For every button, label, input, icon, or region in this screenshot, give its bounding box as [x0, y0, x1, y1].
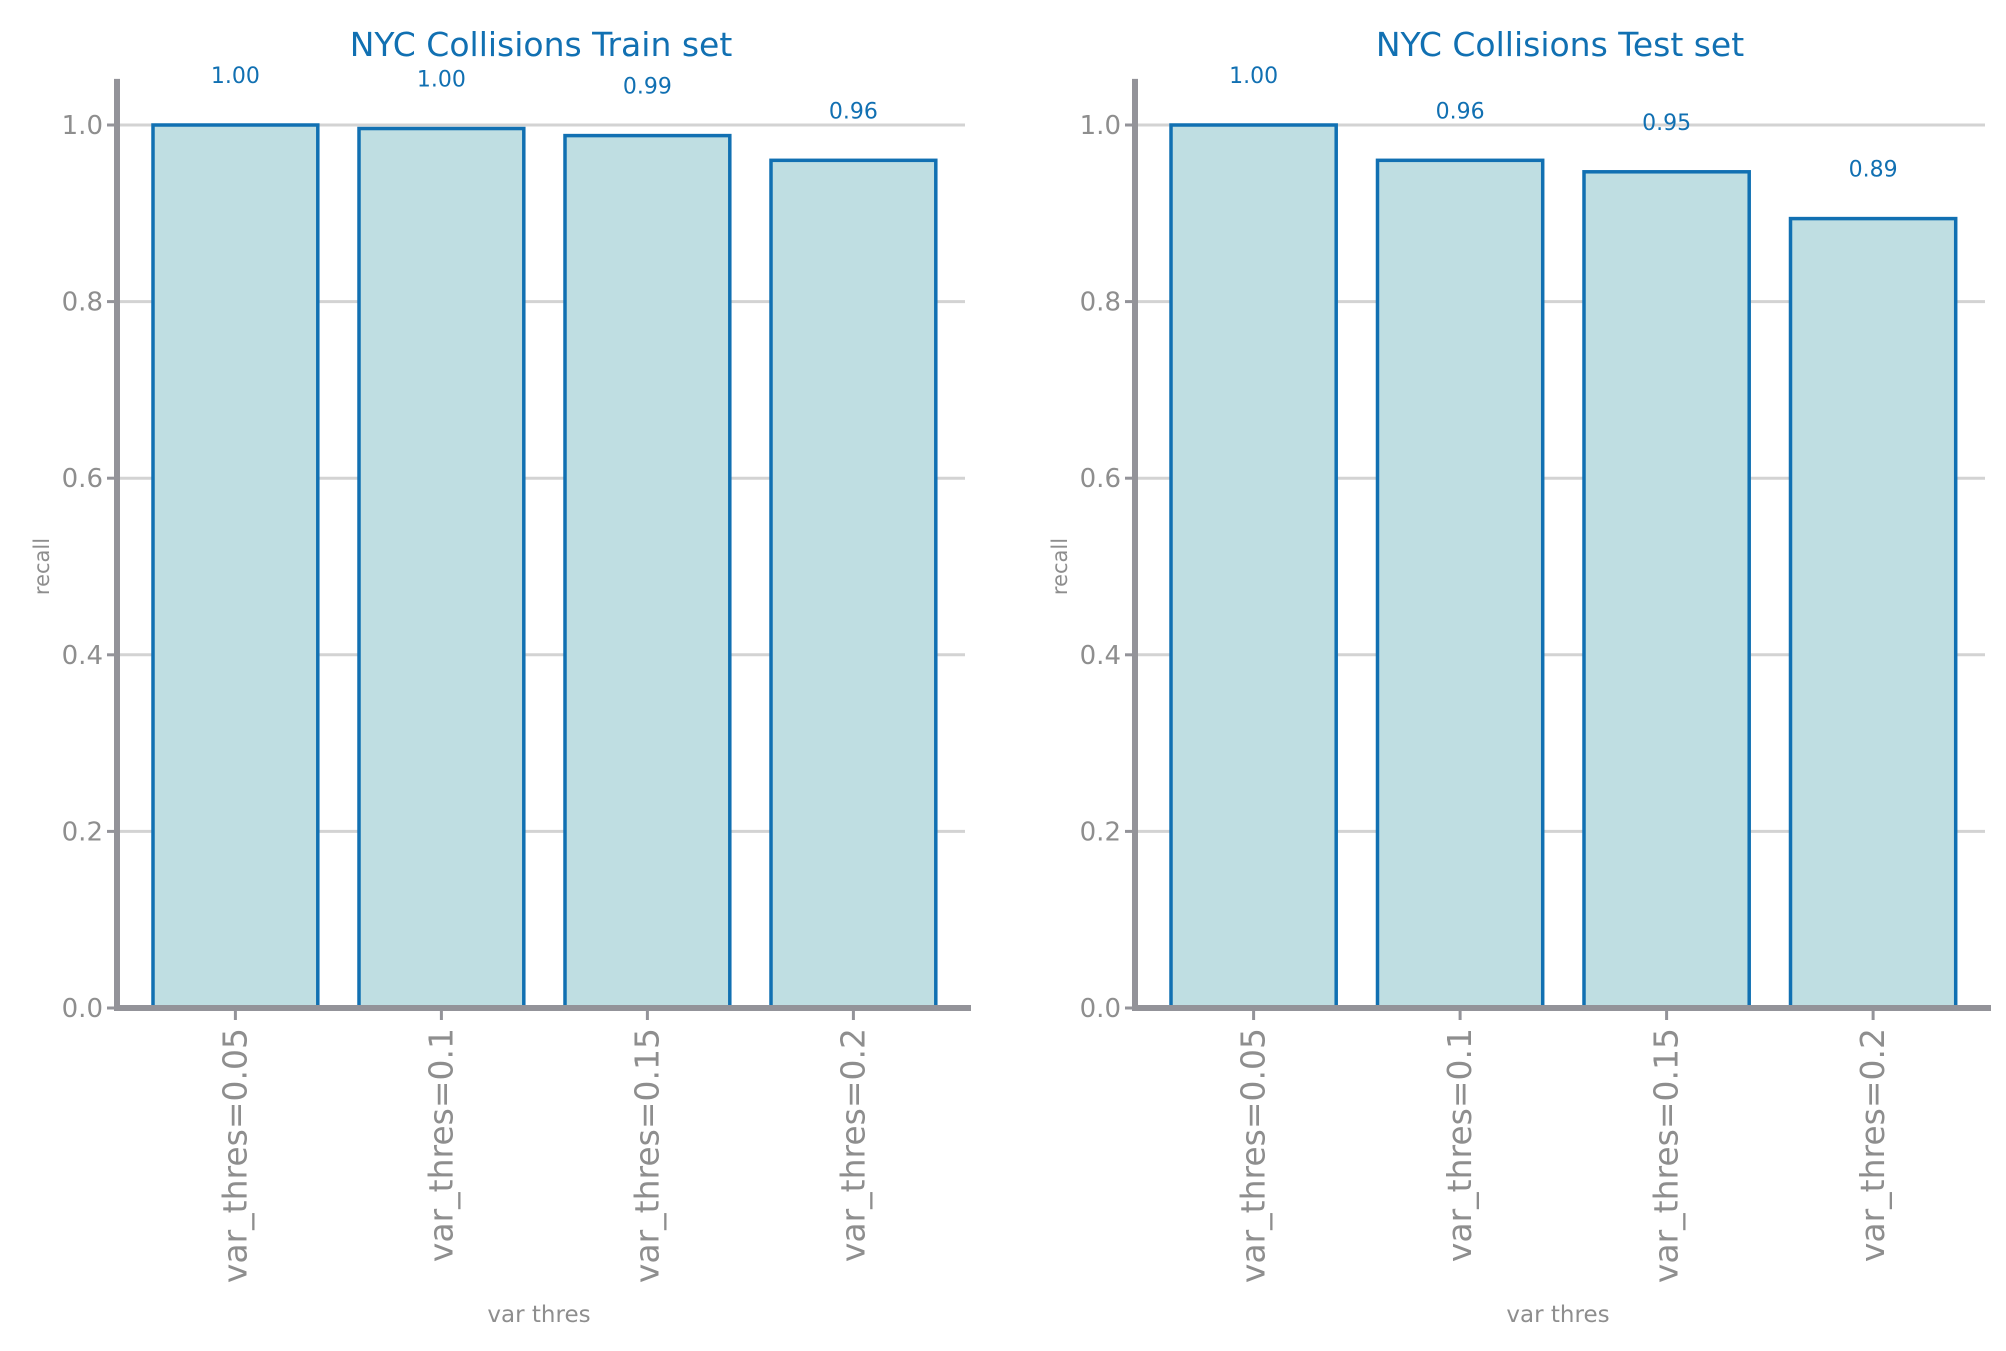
bar-value-label: 0.96 [829, 99, 878, 124]
train-set-chart: 0.0 0.2 0.4 0.6 0.8 1.0 1.00 var_thres=0.05 1.00… [30, 25, 971, 1328]
x-tick-label: var_thres=0.05 [215, 1028, 254, 1283]
bar-value-label: 0.96 [1436, 99, 1485, 124]
bar [1169, 123, 1338, 1010]
x-tick-label: var_thres=0.15 [1647, 1028, 1686, 1283]
bar [1788, 216, 1958, 1010]
bar-value-label: 1.00 [1229, 64, 1278, 89]
bar [1375, 158, 1545, 1010]
y-axis-label: recall [30, 538, 54, 595]
y-axis-label: recall [1048, 538, 1072, 595]
bar [151, 123, 320, 1010]
y-tick-label: 0.6 [1080, 464, 1121, 494]
x-axis-label: var thres [1506, 1302, 1609, 1328]
bar [769, 158, 938, 1010]
x-tick-label: var_thres=0.1 [421, 1028, 460, 1262]
y-tick-label: 0.4 [1080, 641, 1121, 671]
bar [357, 126, 526, 1010]
y-tick-label: 0.8 [62, 288, 103, 318]
bar-value-label: 1.00 [211, 64, 260, 89]
chart-title: NYC Collisions Test set [1376, 25, 1744, 64]
x-tick-label: var_thres=0.15 [627, 1028, 666, 1283]
bar [1582, 170, 1751, 1010]
test-set-chart: 0.0 0.2 0.4 0.6 0.8 1.0 1.00 var_thres=0.05 0.96… [1048, 25, 1991, 1328]
x-tick-label: var_thres=0.05 [1234, 1028, 1273, 1283]
bar-value-label: 1.00 [417, 68, 466, 93]
y-tick-label: 1.0 [1080, 111, 1121, 141]
y-tick-label: 1.0 [62, 111, 103, 141]
y-tick-label: 0.6 [62, 464, 103, 494]
y-tick-label: 0.2 [1080, 817, 1121, 847]
x-tick-label: var_thres=0.1 [1440, 1028, 1479, 1262]
y-tick-label: 0.2 [62, 817, 103, 847]
y-tick-label: 0.0 [1080, 994, 1121, 1024]
y-tick-label: 0.8 [1080, 288, 1121, 318]
bar-value-label: 0.95 [1642, 111, 1691, 136]
x-tick-label: var_thres=0.2 [1853, 1028, 1892, 1262]
y-tick-label: 0.4 [62, 641, 103, 671]
x-axis-label: var thres [487, 1302, 590, 1328]
x-tick-label: var_thres=0.2 [833, 1028, 872, 1262]
bar-value-label: 0.99 [623, 75, 672, 100]
bar-value-label: 0.89 [1849, 158, 1898, 183]
y-tick-label: 0.0 [62, 994, 103, 1024]
bar [563, 133, 732, 1010]
chart-title: NYC Collisions Train set [350, 25, 733, 64]
